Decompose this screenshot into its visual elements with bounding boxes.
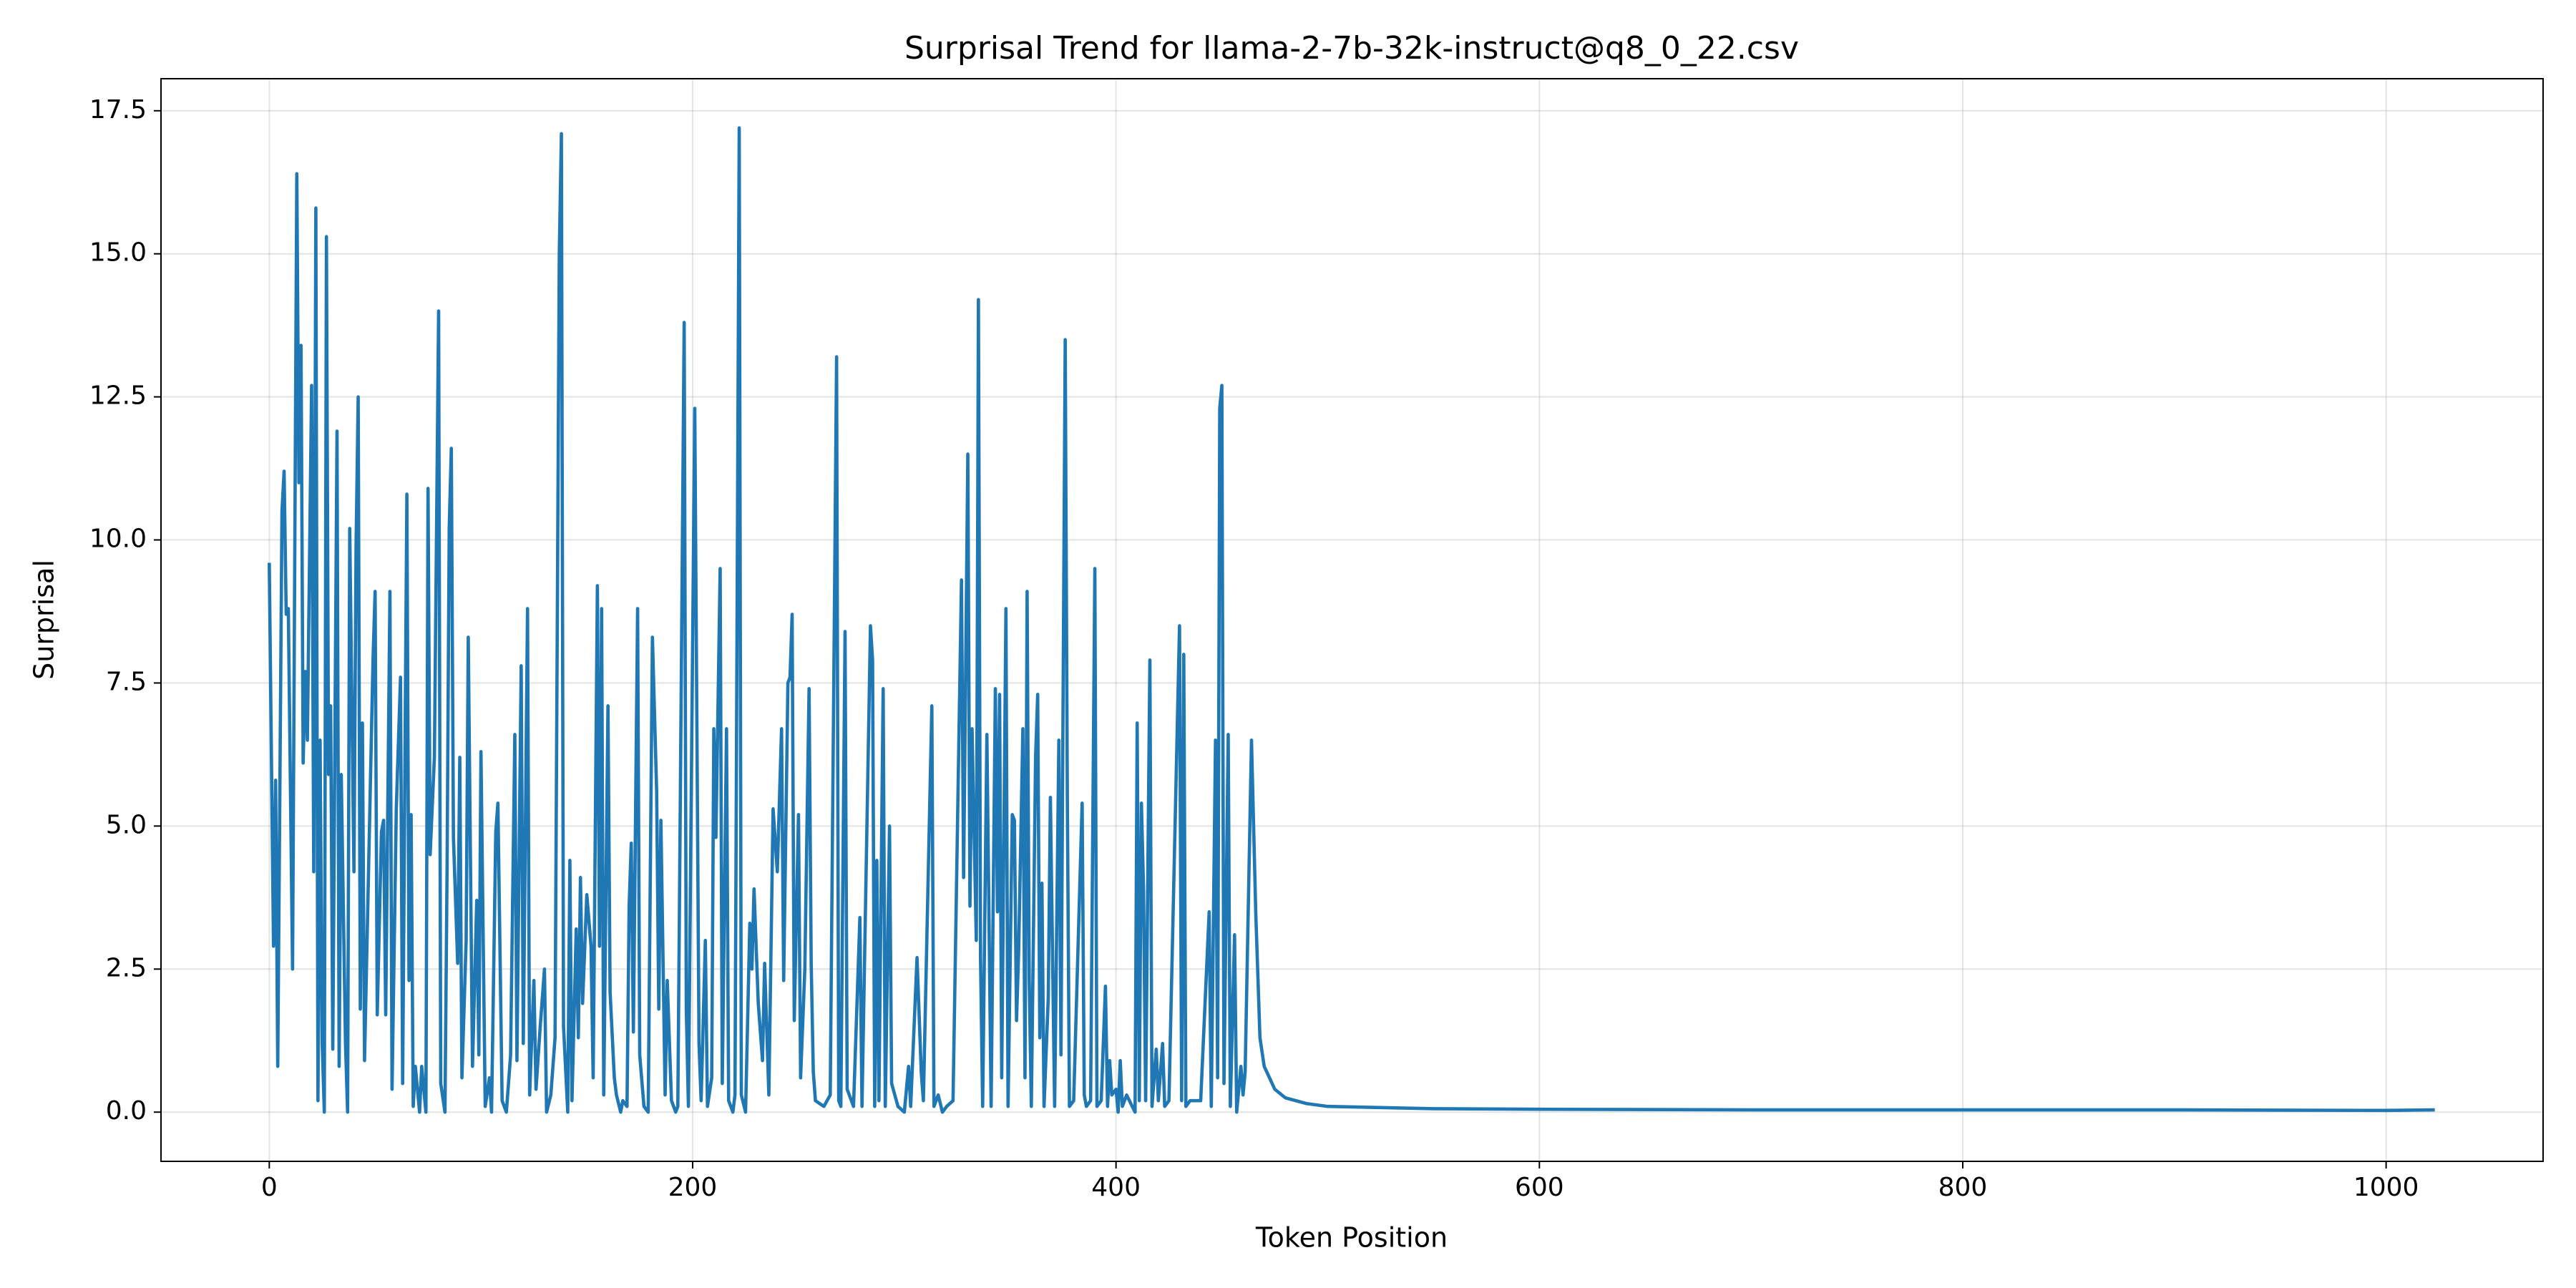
y-tick-label: 15.0 xyxy=(89,238,147,268)
y-axis-label: Surprisal xyxy=(29,560,60,680)
chart-title: Surprisal Trend for llama-2-7b-32k-instr… xyxy=(904,30,1799,67)
x-tick-label: 1000 xyxy=(2353,1173,2419,1202)
x-tick-label: 0 xyxy=(261,1173,278,1202)
x-axis-label: Token Position xyxy=(1255,1222,1448,1254)
x-tick-label: 600 xyxy=(1515,1173,1564,1202)
data-line xyxy=(268,126,2435,1114)
y-tick-label: 2.5 xyxy=(106,953,147,982)
y-tick-label: 10.0 xyxy=(89,525,147,554)
axes-frame xyxy=(160,78,2544,1162)
x-tick-label: 400 xyxy=(1091,1173,1141,1202)
y-tick-label: 0.0 xyxy=(106,1096,147,1126)
x-tick-label: 200 xyxy=(668,1173,718,1202)
x-tick-label: 800 xyxy=(1938,1173,1988,1202)
y-tick-label: 5.0 xyxy=(106,810,147,839)
y-tick-label: 17.5 xyxy=(89,95,147,125)
y-tick-label: 12.5 xyxy=(89,381,147,411)
y-tick-label: 7.5 xyxy=(106,667,147,696)
